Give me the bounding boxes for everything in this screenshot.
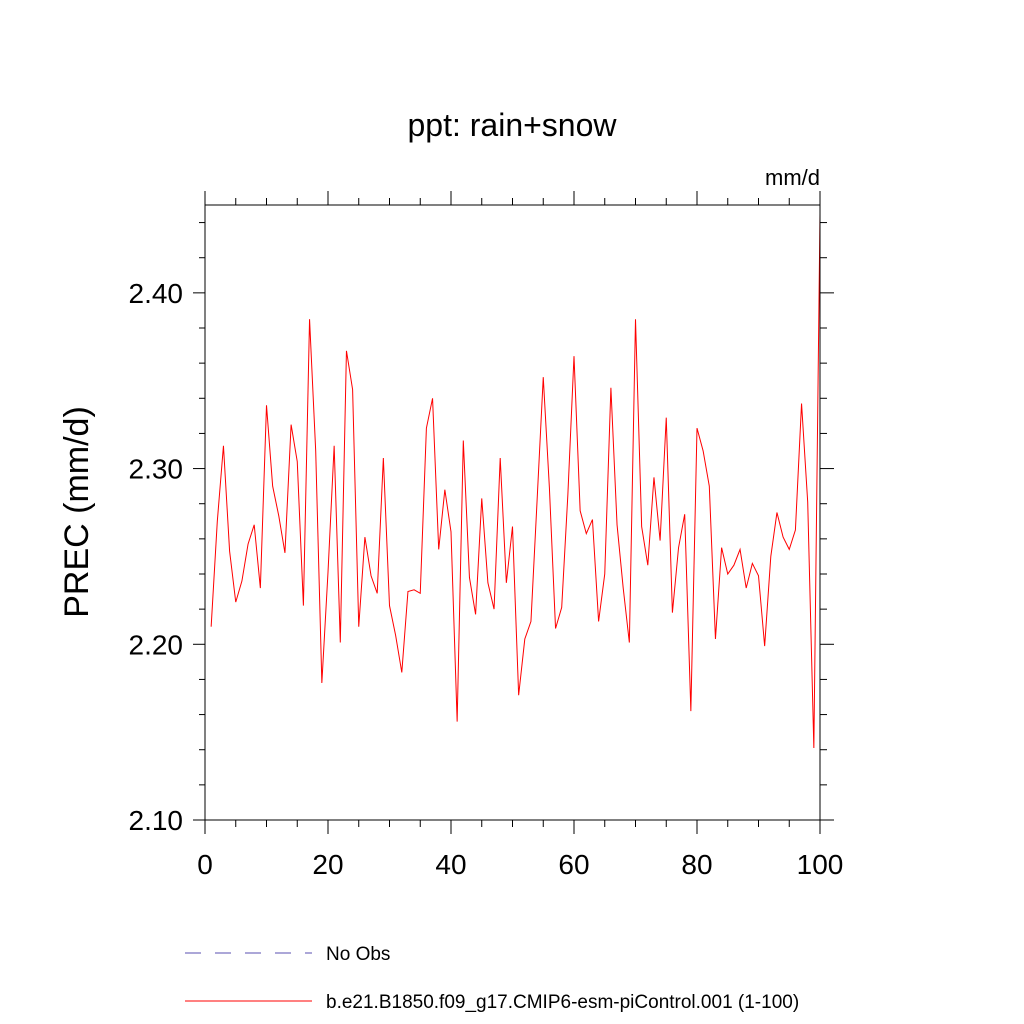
y-tick-label: 2.40 bbox=[129, 278, 184, 309]
legend: No Obs b.e21.B1850.f09_g17.CMIP6-esm-piCo… bbox=[185, 944, 799, 1013]
x-tick-label: 100 bbox=[797, 849, 844, 880]
y-axis-ticks: 2.10 2.20 2.30 2.40 bbox=[129, 222, 834, 836]
legend-label: No Obs bbox=[326, 944, 390, 965]
y-axis-label: PREC (mm/d) bbox=[58, 406, 96, 618]
y-tick-label: 2.10 bbox=[129, 805, 184, 836]
x-tick-label: 20 bbox=[312, 849, 343, 880]
series-layer bbox=[210, 213, 821, 748]
x-tick-label: 0 bbox=[197, 849, 213, 880]
x-tick-label: 40 bbox=[435, 849, 466, 880]
units-label: mm/d bbox=[765, 165, 820, 190]
plot-frame bbox=[204, 204, 821, 821]
x-axis-ticks: 0 20 40 60 80 100 bbox=[197, 191, 843, 880]
chart-title: ppt: rain+snow bbox=[407, 107, 617, 143]
x-tick-label: 60 bbox=[558, 849, 589, 880]
y-tick-label: 2.20 bbox=[129, 629, 184, 660]
series-line bbox=[210, 213, 821, 748]
x-tick-label: 80 bbox=[681, 849, 712, 880]
y-tick-label: 2.30 bbox=[129, 454, 184, 485]
legend-label: b.e21.B1850.f09_g17.CMIP6-esm-piControl.… bbox=[326, 992, 799, 1013]
